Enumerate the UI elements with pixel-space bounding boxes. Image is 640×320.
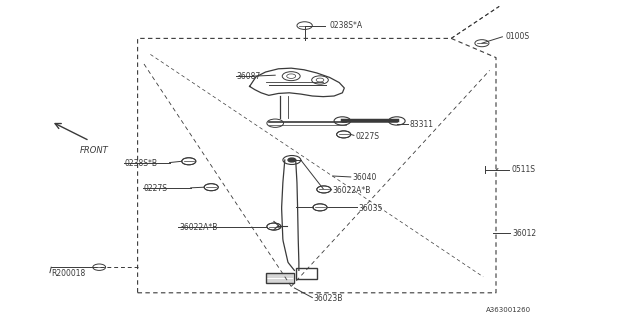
Text: A363001260: A363001260 [486,307,532,313]
Text: 0100S: 0100S [506,32,530,41]
Text: 36012: 36012 [512,229,536,238]
Text: 0238S*B: 0238S*B [125,159,158,168]
Text: 83311: 83311 [410,120,434,129]
Text: FRONT: FRONT [80,146,109,155]
Text: 0227S: 0227S [144,184,168,193]
Text: 0511S: 0511S [512,165,536,174]
Text: 36022A*B: 36022A*B [333,186,371,195]
Text: 0238S*A: 0238S*A [330,21,363,30]
Text: R200018: R200018 [51,269,86,278]
Text: 36022A*B: 36022A*B [179,223,218,232]
Text: 36040: 36040 [352,173,376,182]
Circle shape [288,158,296,162]
Text: 36087: 36087 [237,72,261,81]
Text: 0227S: 0227S [355,132,380,140]
Text: 36023B: 36023B [314,294,343,303]
Text: 36035: 36035 [358,204,383,212]
